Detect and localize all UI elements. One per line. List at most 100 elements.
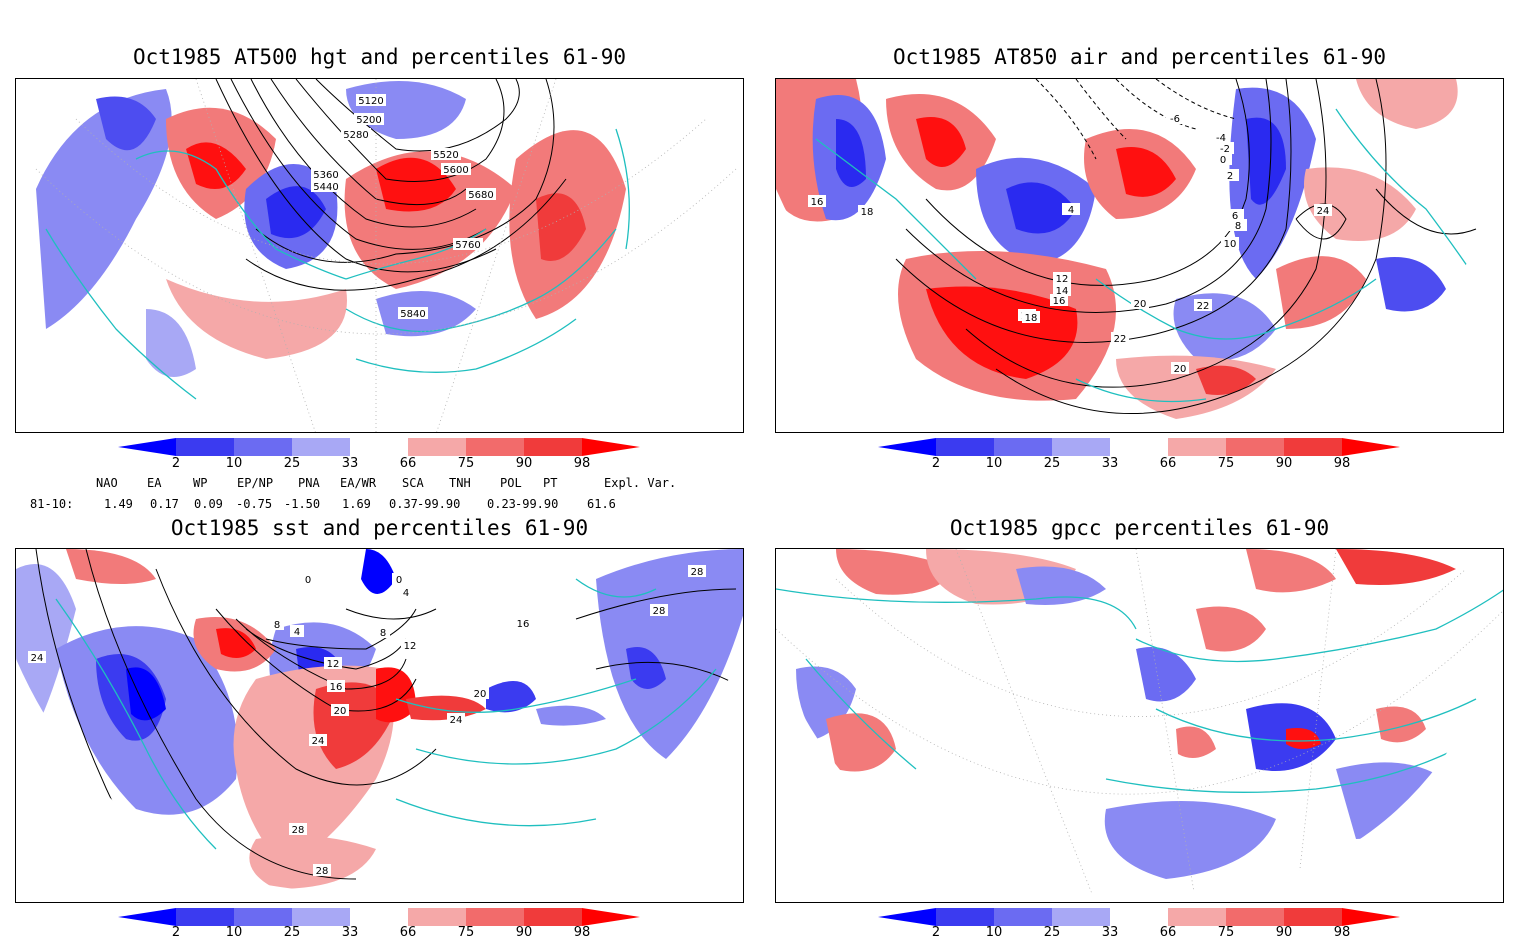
- index-table: NAO EA WP EP/NP PNA EA/WR SCA TNH POL PT…: [0, 474, 760, 514]
- contour-label: 28: [653, 606, 666, 617]
- colorbar-tick: 10: [985, 925, 1003, 940]
- index-value: -0.75: [236, 497, 273, 511]
- map-gpcc: [776, 549, 1503, 894]
- contour-label: 24: [1317, 206, 1330, 217]
- index-value: 0.37: [389, 497, 418, 511]
- colorbar-hgt-ticks: 2 10 25 33 66 75 90 98: [118, 456, 640, 472]
- colorbar-hgt-swatches: [118, 438, 640, 456]
- colorbar-tick: 66: [399, 925, 417, 940]
- contour-label: 28: [316, 866, 329, 877]
- contour-label: 22: [1197, 301, 1210, 312]
- colorbar-hgt: [118, 438, 640, 458]
- index-value: -99.90: [417, 497, 461, 511]
- index-value: 1.49: [104, 497, 133, 511]
- contour-label: 24: [31, 653, 44, 664]
- colorbar-tick: 2: [931, 925, 941, 940]
- map-air: -6 -4 -2 0 2 4 6 8 10 12 14 16 18 20 22 …: [776, 79, 1477, 419]
- index-header: POL: [500, 476, 522, 490]
- colorbar-tick: 10: [225, 925, 243, 940]
- contour-label: 4: [403, 588, 409, 599]
- contour-label: 16: [517, 619, 530, 630]
- colorbar-tick: 90: [1275, 925, 1293, 940]
- map-sst: 0 0 4 4 8 8 12 12 16 16 20 20 24 24 28 2…: [16, 549, 743, 889]
- contour-label: 24: [450, 715, 463, 726]
- colorbar-tick: 2: [171, 925, 181, 940]
- index-header: Expl. Var.: [604, 476, 677, 490]
- colorbar-gpcc-swatches: [878, 908, 1400, 926]
- contour-label: 5360: [313, 170, 338, 181]
- map-panel-gpcc: [775, 548, 1504, 903]
- contour-label: 16: [330, 682, 343, 693]
- contour-label: 6: [1232, 211, 1238, 222]
- contour-label: 5600: [443, 165, 468, 176]
- colorbar-sst: [118, 908, 640, 928]
- panel-title-air: Oct1985 AT850 air and percentiles 61-90: [892, 45, 1387, 69]
- contour-label: 12: [404, 641, 417, 652]
- colorbar-tick: 25: [283, 925, 301, 940]
- contour-label: 4: [294, 627, 300, 638]
- contour-label: 10: [1224, 239, 1237, 250]
- colorbar-tick: 33: [1101, 925, 1119, 940]
- contour-label: 18: [1025, 313, 1038, 324]
- panel-title-hgt: Oct1985 AT500 hgt and percentiles 61-90: [132, 45, 627, 69]
- colorbar-tick: 98: [1333, 925, 1351, 940]
- index-header: PT: [543, 476, 558, 490]
- contour-label: 20: [1134, 299, 1147, 310]
- contour-label: 0: [1220, 155, 1226, 166]
- colorbar-tick: 75: [457, 456, 475, 471]
- colorbar-sst-ticks: 2 10 25 33 66 75 90 98: [118, 925, 640, 940]
- index-value: 0.23: [487, 497, 516, 511]
- colorbar-air-swatches: [878, 438, 1400, 456]
- panel-title-gpcc: Oct1985 gpcc percentiles 61-90: [949, 516, 1330, 540]
- colorbar-air: [878, 438, 1400, 458]
- colorbar-tick: 66: [1159, 925, 1177, 940]
- colorbar-tick: 10: [985, 456, 1003, 471]
- contour-label: 16: [811, 197, 824, 208]
- contour-label: 2: [1227, 171, 1233, 182]
- contour-label: 5840: [400, 309, 425, 320]
- contour-label: 12: [327, 659, 340, 670]
- contour-label: 28: [292, 825, 305, 836]
- contour-label: 5440: [313, 182, 338, 193]
- index-value: 0.17: [150, 497, 179, 511]
- contour-label: 16: [1053, 296, 1066, 307]
- colorbar-tick: 2: [171, 456, 181, 471]
- contour-label: -2: [1220, 144, 1230, 155]
- contour-label: 18: [861, 207, 874, 218]
- contour-label: 0: [396, 575, 402, 586]
- colorbar-tick: 25: [283, 456, 301, 471]
- colorbar-air-ticks: 2 10 25 33 66 75 90 98: [878, 456, 1400, 472]
- colorbar-tick: 90: [515, 925, 533, 940]
- map-hgt: 5120 5200 5280 5360 5520 5440 5600 5680 …: [35, 79, 737, 432]
- contour-label: 4: [1068, 205, 1074, 216]
- contour-label: 5280: [343, 130, 368, 141]
- index-header: EA: [147, 476, 162, 490]
- colorbar-sst-swatches: [118, 908, 640, 926]
- index-value: 61.6: [587, 497, 616, 511]
- colorbar-tick: 33: [341, 925, 359, 940]
- contour-label: 0: [305, 575, 311, 586]
- contour-label: 20: [334, 706, 347, 717]
- contour-label: 24: [312, 736, 325, 747]
- index-value: 0.09: [194, 497, 223, 511]
- index-header: EP/NP: [237, 476, 274, 490]
- contour-label: 20: [1174, 364, 1187, 375]
- map-panel-hgt: 5120 5200 5280 5360 5520 5440 5600 5680 …: [15, 78, 744, 433]
- colorbar-tick: 66: [399, 456, 417, 471]
- contour-label: 5680: [468, 190, 493, 201]
- contour-label: 8: [1235, 221, 1241, 232]
- index-value: 1.69: [342, 497, 371, 511]
- index-header: PNA: [298, 476, 320, 490]
- colorbar-tick: 98: [573, 456, 591, 471]
- index-value: -99.90: [515, 497, 559, 511]
- colorbar-tick: 66: [1159, 456, 1177, 471]
- colorbar-tick: 25: [1043, 925, 1061, 940]
- contour-label: 5760: [455, 240, 480, 251]
- index-header: SCA: [402, 476, 424, 490]
- colorbar-tick: 98: [1333, 456, 1351, 471]
- colorbar-tick: 10: [225, 456, 243, 471]
- colorbar-tick: 75: [1217, 456, 1235, 471]
- colorbar-tick: 75: [457, 925, 475, 940]
- colorbar-tick: 75: [1217, 925, 1235, 940]
- contour-label: 5120: [358, 96, 383, 107]
